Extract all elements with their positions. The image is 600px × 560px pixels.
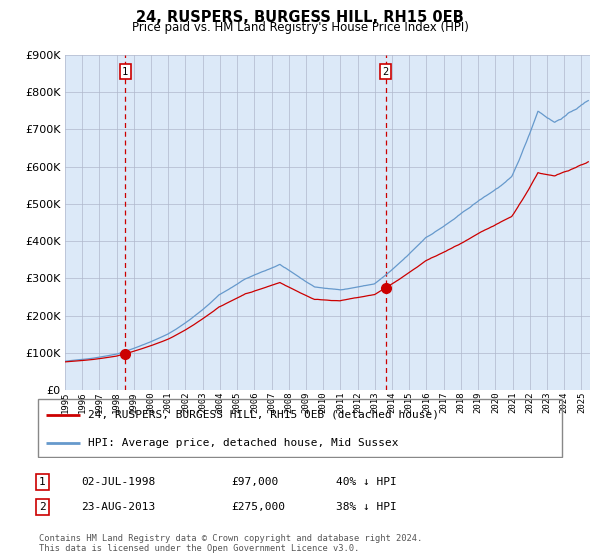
Text: 2: 2: [383, 67, 389, 77]
Text: 1: 1: [39, 477, 46, 487]
Text: 1: 1: [122, 67, 128, 77]
Text: £275,000: £275,000: [231, 502, 285, 512]
Text: HPI: Average price, detached house, Mid Sussex: HPI: Average price, detached house, Mid …: [88, 438, 398, 448]
Text: 38% ↓ HPI: 38% ↓ HPI: [336, 502, 397, 512]
Text: Contains HM Land Registry data © Crown copyright and database right 2024.
This d: Contains HM Land Registry data © Crown c…: [39, 534, 422, 553]
Text: £97,000: £97,000: [231, 477, 278, 487]
Text: 40% ↓ HPI: 40% ↓ HPI: [336, 477, 397, 487]
Text: 24, RUSPERS, BURGESS HILL, RH15 0EB: 24, RUSPERS, BURGESS HILL, RH15 0EB: [136, 10, 464, 25]
Text: 2: 2: [39, 502, 46, 512]
Text: Price paid vs. HM Land Registry's House Price Index (HPI): Price paid vs. HM Land Registry's House …: [131, 21, 469, 34]
Text: 23-AUG-2013: 23-AUG-2013: [81, 502, 155, 512]
Text: 24, RUSPERS, BURGESS HILL, RH15 0EB (detached house): 24, RUSPERS, BURGESS HILL, RH15 0EB (det…: [88, 410, 439, 420]
Text: 02-JUL-1998: 02-JUL-1998: [81, 477, 155, 487]
